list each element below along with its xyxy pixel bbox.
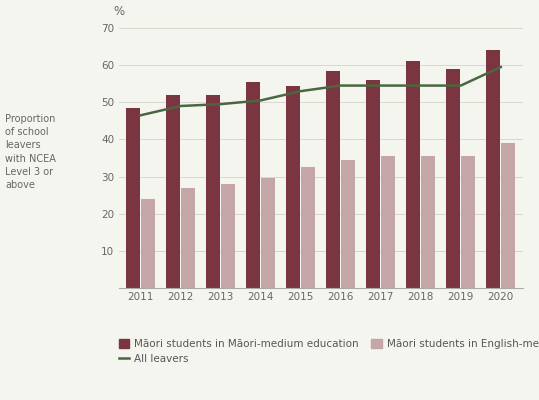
Bar <box>501 143 515 288</box>
Bar <box>126 108 140 288</box>
Bar <box>406 62 420 288</box>
Bar <box>221 184 235 288</box>
Bar <box>326 71 340 288</box>
Text: %: % <box>113 4 124 18</box>
Bar <box>286 86 300 288</box>
Bar <box>181 188 195 288</box>
Bar <box>166 95 180 288</box>
Bar <box>206 95 220 288</box>
Bar <box>486 50 500 288</box>
Bar <box>366 80 380 288</box>
Bar <box>341 160 355 288</box>
Bar <box>421 156 436 288</box>
Bar <box>246 82 260 288</box>
Text: Proportion
of school
leavers
with NCEA
Level 3 or
above: Proportion of school leavers with NCEA L… <box>5 114 56 190</box>
Bar <box>141 199 155 288</box>
Bar <box>381 156 395 288</box>
Bar <box>446 69 460 288</box>
Bar <box>301 167 315 288</box>
Legend: Māori students in Māori-medium education, All leavers, Māori students in English: Māori students in Māori-medium education… <box>114 335 539 368</box>
Bar <box>461 156 475 288</box>
Bar <box>261 178 275 288</box>
